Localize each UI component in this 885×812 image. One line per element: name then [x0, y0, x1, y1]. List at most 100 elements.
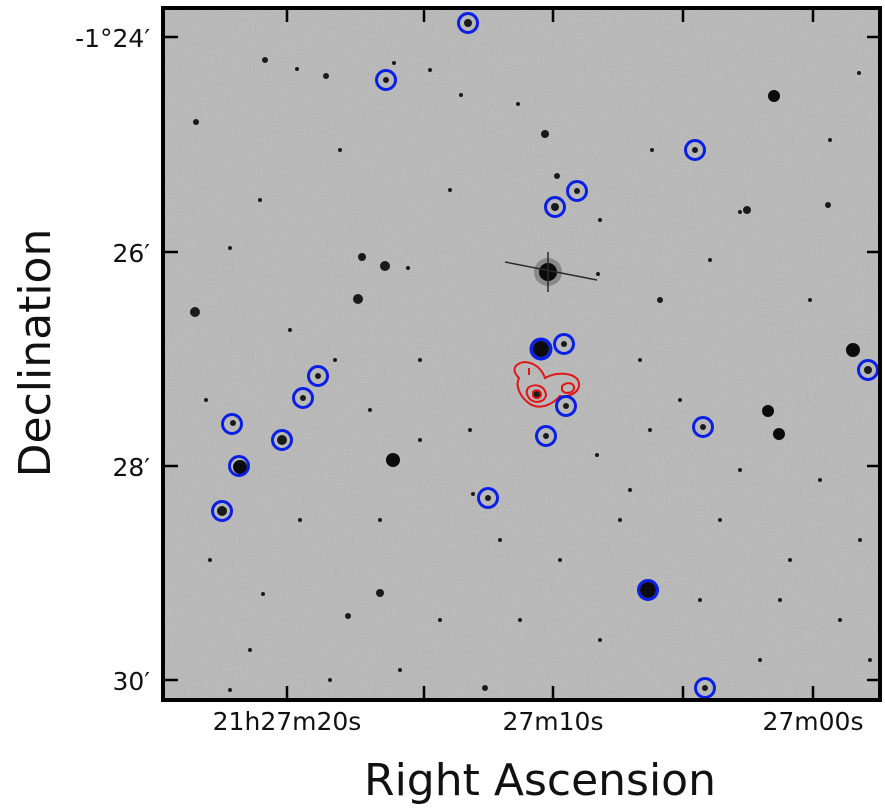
star — [598, 638, 602, 642]
source-marker-circle — [637, 579, 659, 601]
star — [333, 358, 337, 362]
x-axis-title: Right Ascension — [364, 755, 716, 806]
star — [743, 206, 751, 214]
source-marker-circle — [375, 69, 397, 91]
source-marker-circle — [529, 337, 553, 361]
ra-tick-label-00s: 27m00s — [762, 707, 863, 736]
star — [533, 341, 549, 357]
star — [858, 538, 862, 542]
star — [468, 428, 472, 432]
star — [190, 307, 200, 317]
star — [678, 398, 682, 402]
star — [217, 506, 227, 516]
star — [762, 405, 774, 417]
star — [208, 558, 212, 562]
star — [353, 294, 363, 304]
star — [233, 460, 247, 474]
source-marker-circle — [535, 425, 557, 447]
source-marker-circle — [566, 180, 588, 202]
contour-outer — [513, 361, 580, 408]
star — [406, 266, 410, 270]
tick-marks — [163, 8, 880, 700]
star — [698, 598, 702, 602]
source-marker-circle — [694, 677, 716, 699]
star — [298, 518, 302, 522]
star — [638, 358, 642, 362]
source-marker-circle — [228, 455, 250, 477]
sky-noise — [163, 8, 880, 700]
star — [868, 658, 872, 662]
star — [300, 395, 306, 401]
star-field — [190, 19, 872, 692]
ra-tick-label-10s: 27m10s — [502, 707, 603, 736]
dec-tick-label-26: 26′ — [113, 239, 151, 268]
star — [315, 373, 321, 379]
star — [345, 613, 351, 619]
source-marker-circle — [271, 429, 293, 451]
source-marker-circle — [307, 365, 329, 387]
star — [596, 272, 600, 276]
star — [657, 297, 663, 303]
star — [368, 408, 372, 412]
star — [438, 618, 442, 622]
y-axis-title: Declination — [10, 229, 61, 478]
star — [718, 518, 722, 522]
star — [628, 488, 632, 492]
star — [595, 453, 599, 457]
star — [328, 678, 332, 682]
star — [518, 618, 522, 622]
star — [838, 618, 842, 622]
star — [398, 668, 402, 672]
star — [193, 119, 199, 125]
star — [692, 147, 698, 153]
ra-tick-labels: 21h27m20s 27m10s 27m00s — [213, 707, 864, 736]
star — [558, 558, 562, 562]
star — [648, 428, 652, 432]
star — [228, 688, 232, 692]
star — [818, 478, 822, 482]
star — [323, 73, 329, 79]
star — [230, 420, 236, 426]
star — [378, 518, 382, 522]
star — [288, 328, 292, 332]
star — [738, 210, 742, 214]
star — [574, 188, 580, 194]
star — [864, 366, 872, 374]
contour-inner-east — [561, 382, 576, 394]
star — [768, 90, 780, 102]
star — [846, 343, 860, 357]
source-marker-circle — [544, 196, 566, 218]
star — [248, 648, 252, 652]
star — [386, 453, 400, 467]
star — [551, 203, 559, 211]
source-markers — [211, 12, 879, 699]
star — [758, 658, 762, 662]
dec-tick-label-28: 28′ — [113, 453, 151, 482]
star — [383, 77, 389, 83]
star — [258, 198, 262, 202]
dec-tick-label-24: -1°24′ — [75, 24, 150, 53]
star — [541, 130, 549, 138]
star — [650, 148, 654, 152]
star — [277, 435, 287, 445]
star — [380, 261, 390, 271]
star — [459, 93, 463, 97]
star — [485, 495, 491, 501]
star — [773, 428, 785, 440]
star — [376, 589, 384, 597]
sky-image — [163, 8, 880, 700]
star — [563, 403, 569, 409]
source-marker-circle — [211, 500, 233, 522]
star — [498, 538, 502, 542]
star — [392, 61, 396, 65]
source-marker-circle — [553, 333, 575, 355]
star — [482, 685, 488, 691]
source-marker-circle — [221, 413, 243, 435]
bright-star-spikes — [504, 252, 598, 292]
star — [428, 68, 432, 72]
star — [828, 138, 832, 142]
star — [618, 518, 622, 522]
star — [358, 253, 366, 261]
star — [640, 582, 656, 598]
star — [448, 188, 452, 192]
